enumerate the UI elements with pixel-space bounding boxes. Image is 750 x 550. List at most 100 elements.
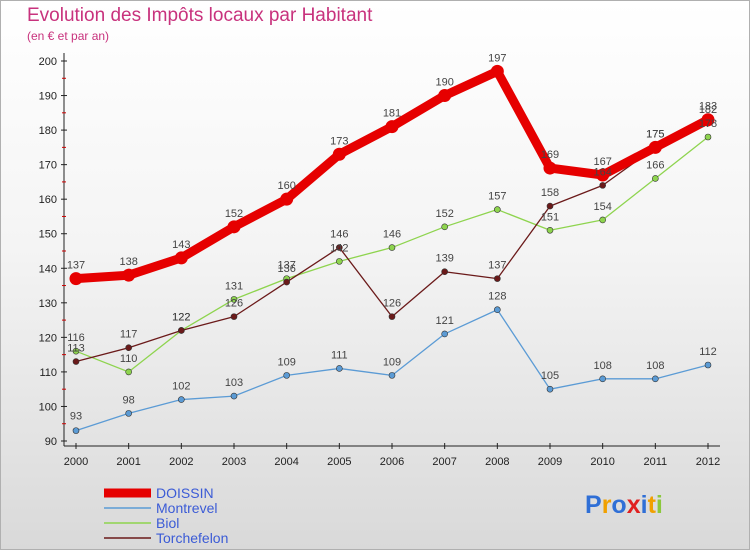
series-line <box>75 122 709 363</box>
y-tick-label: 160 <box>39 194 57 206</box>
data-point <box>72 347 80 355</box>
data-label: 139 <box>435 253 453 265</box>
data-point <box>230 392 238 400</box>
data-point <box>230 296 238 303</box>
data-point <box>332 147 346 161</box>
data-point <box>174 251 188 265</box>
data-label: 98 <box>123 394 135 406</box>
data-point <box>227 220 241 234</box>
x-tick-label: 2000 <box>64 456 88 468</box>
data-point <box>336 365 343 372</box>
data-point <box>283 372 290 379</box>
data-point <box>652 375 659 383</box>
y-tick-label: 170 <box>39 160 57 172</box>
data-label: 157 <box>488 191 506 203</box>
data-label: 105 <box>541 370 559 382</box>
data-point <box>388 313 396 320</box>
data-label: 146 <box>383 229 401 241</box>
data-point <box>546 385 554 393</box>
data-point <box>388 244 396 251</box>
data-label: 117 <box>120 329 138 341</box>
x-tick-label: 2008 <box>485 456 509 468</box>
data-label: 169 <box>541 149 559 161</box>
y-tick-label: 110 <box>39 367 57 379</box>
data-label: 109 <box>277 356 295 368</box>
data-label: 126 <box>383 298 401 310</box>
series-doissin <box>69 64 715 286</box>
axes: 90 100 110 120 130 140 150 160 170 180 190 200 2000 2… <box>39 53 720 468</box>
data-point <box>494 306 501 314</box>
data-label: 110 <box>120 353 138 365</box>
y-tick-label: 100 <box>39 401 57 413</box>
data-label: 164 <box>593 166 611 178</box>
data-label: 137 <box>488 260 506 272</box>
data-label: 111 <box>331 349 348 361</box>
data-labels: 93 98 102 103 109 111 109 121 128 105 108 108 112 116… <box>67 52 717 422</box>
data-label: 128 <box>488 291 506 303</box>
data-point <box>283 278 290 286</box>
data-point <box>72 358 80 365</box>
series-montrevel <box>72 306 712 434</box>
data-label: 175 <box>646 128 664 140</box>
legend-label: Biol <box>156 515 179 531</box>
data-label: 167 <box>593 156 611 168</box>
y-tick-label: 120 <box>39 332 57 344</box>
data-label: 181 <box>383 108 401 120</box>
x-tick-label: 2002 <box>169 456 193 468</box>
logo-letter: P <box>585 491 602 519</box>
data-point <box>704 133 712 141</box>
data-label: 138 <box>119 256 137 268</box>
proxiti-logo: Proxiti <box>585 491 663 520</box>
data-label: 183 <box>699 101 717 113</box>
y-tick-label: 130 <box>39 298 57 310</box>
data-point <box>704 361 712 369</box>
data-point <box>336 258 343 265</box>
y-tick-label: 190 <box>39 91 57 103</box>
x-tick-label: 2011 <box>644 456 668 468</box>
data-point <box>490 64 504 78</box>
data-label: 108 <box>646 360 664 372</box>
x-tick-label: 2001 <box>116 456 140 468</box>
logo-letter: t <box>647 491 656 519</box>
logo-letter: r <box>601 491 612 519</box>
data-point <box>388 372 396 379</box>
x-tick-label: 2003 <box>222 456 246 468</box>
data-label: 190 <box>435 77 453 89</box>
data-label: 108 <box>593 360 611 372</box>
data-point <box>599 375 606 383</box>
data-label: 136 <box>277 263 295 275</box>
data-point <box>543 161 557 175</box>
data-label: 182 <box>699 104 717 116</box>
legend-label: Torchefelon <box>156 530 228 546</box>
data-point <box>701 113 715 127</box>
data-label: 113 <box>67 343 85 355</box>
data-label: 126 <box>225 298 243 310</box>
data-label: 166 <box>646 159 664 171</box>
data-point <box>280 192 294 206</box>
data-point <box>441 268 448 276</box>
legend-label: Montrevel <box>156 500 217 516</box>
data-point <box>125 368 132 376</box>
data-point <box>125 344 132 352</box>
legend-label: DOISSIN <box>156 485 214 501</box>
y-tick-label: 150 <box>39 229 57 241</box>
data-point <box>441 223 448 231</box>
data-label: 122 <box>172 311 190 323</box>
data-point <box>336 244 343 251</box>
data-point <box>69 272 83 286</box>
series-line <box>75 309 709 432</box>
data-point <box>648 140 662 154</box>
data-label: 102 <box>172 381 190 393</box>
data-point <box>599 216 606 224</box>
data-label: 137 <box>277 260 295 272</box>
y-tick-label: 200 <box>39 56 57 68</box>
x-tick-label: 2007 <box>432 456 456 468</box>
data-point <box>494 275 501 282</box>
data-label: 112 <box>699 346 717 358</box>
data-point <box>494 206 501 213</box>
data-label: 109 <box>383 356 401 368</box>
data-label: 158 <box>541 187 559 199</box>
logo-letter: i <box>640 491 648 519</box>
